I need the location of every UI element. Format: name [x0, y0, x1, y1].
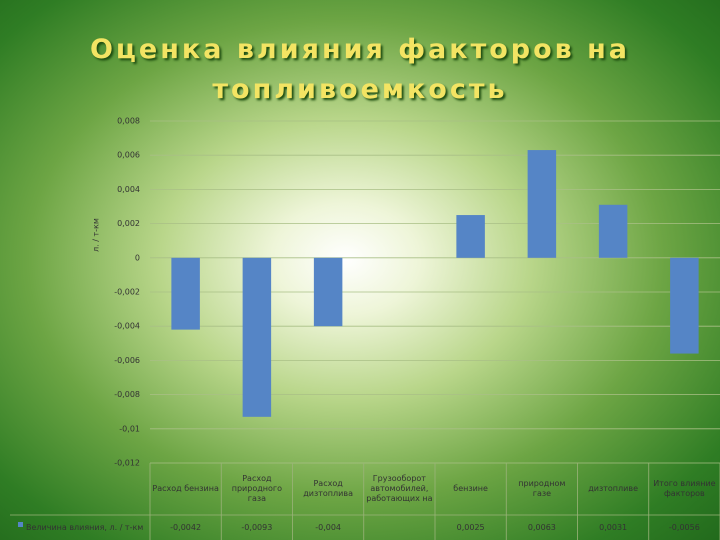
bar — [171, 257, 200, 330]
y-tick-label: -0,004 — [114, 322, 140, 331]
y-axis-label: л. / т-км — [92, 218, 101, 252]
x-tick-label: бензине — [453, 484, 488, 493]
bar — [527, 150, 557, 258]
bar — [313, 257, 343, 327]
data-label: 0,0025 — [456, 522, 485, 532]
data-label: -0,0093 — [241, 522, 273, 532]
data-label: 0,0031 — [599, 522, 628, 532]
legend-key — [18, 522, 23, 527]
y-tick-label: 0,002 — [117, 219, 140, 228]
x-tick-label: Итого влияние факторов — [653, 479, 716, 498]
chart-title: Оценка влияния факторов на топливоемкост… — [89, 34, 631, 105]
x-tick-label: Расход бензина — [152, 484, 219, 493]
y-tick-label: -0,012 — [114, 459, 140, 468]
y-tick-label: 0,008 — [117, 117, 140, 126]
x-tick-label: Расход природного газа — [231, 474, 282, 503]
bar — [242, 257, 272, 417]
x-tick-label: Расход дизтоплива — [303, 479, 353, 498]
y-tick-label: -0,01 — [119, 424, 140, 433]
data-label: -0,004 — [315, 522, 342, 532]
x-tick-label: дизтопливе — [588, 484, 638, 493]
y-tick-label: 0,006 — [117, 151, 140, 160]
x-tick-label: природном газе — [518, 479, 566, 498]
y-tick-label: 0 — [135, 253, 140, 262]
x-tick-label: Грузооборот автомобилей, работающих на — [366, 474, 433, 503]
y-tick-label: 0,004 — [117, 185, 140, 194]
data-label: -0,0056 — [668, 522, 700, 532]
data-label: -0,0042 — [170, 522, 202, 532]
bar — [456, 215, 485, 258]
data-label: 0,0063 — [527, 522, 556, 532]
y-tick-label: -0,008 — [114, 390, 140, 399]
bar — [598, 204, 628, 258]
bar — [670, 257, 699, 354]
legend-label: Величина влияния, л. / т-км — [26, 522, 144, 532]
y-tick-label: -0,002 — [114, 288, 140, 297]
y-tick-label: -0,006 — [114, 356, 140, 365]
